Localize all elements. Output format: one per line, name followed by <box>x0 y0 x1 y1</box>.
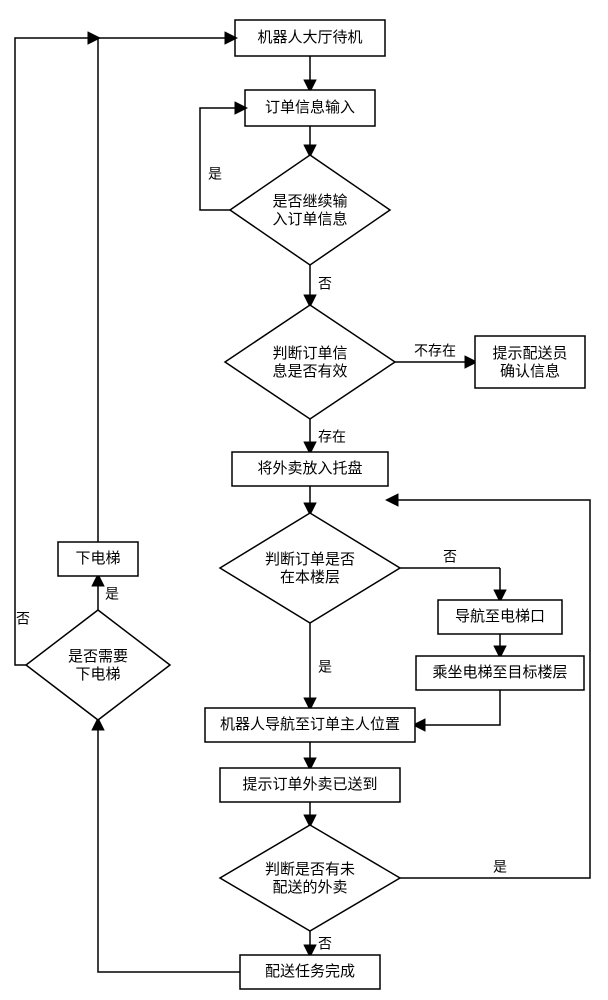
edge-exists: 存在 <box>318 429 346 445</box>
edge-yes-3: 是 <box>493 859 507 875</box>
node-nav-owner-label: 机器人导航至订单主人位置 <box>220 716 400 733</box>
edge-yes-4: 是 <box>105 586 119 602</box>
node-input-label: 订单信息输入 <box>265 99 355 116</box>
decision-need-exit-elevator-l2: 下电梯 <box>75 666 120 683</box>
edge-yes-2: 是 <box>318 659 332 675</box>
decision-same-floor-l2: 在本楼层 <box>280 569 340 586</box>
decision-valid-l2: 息是否有效 <box>272 363 347 380</box>
node-exit-elevator-label: 下电梯 <box>75 550 120 567</box>
decision-need-exit-elevator-l1: 是否需要 <box>68 648 128 665</box>
edge-no-4: 否 <box>16 611 30 627</box>
node-prompt-arrived-label: 提示订单外卖已送到 <box>242 776 377 793</box>
node-task-done-label: 配送任务完成 <box>265 963 355 980</box>
node-ride-elevator-label: 乘坐电梯至目标楼层 <box>432 664 567 681</box>
decision-continue-input-l2: 入订单信息 <box>272 211 347 228</box>
edge-no-2: 否 <box>443 549 457 565</box>
node-place-tray-label: 将外卖放入托盘 <box>257 459 362 477</box>
edge-no-1: 否 <box>318 276 332 292</box>
decision-has-undelivered-l1: 判断是否有未 <box>265 861 355 878</box>
decision-same-floor-l1: 判断订单是否 <box>265 551 355 568</box>
decision-valid-l1: 判断订单信 <box>272 345 347 362</box>
flowchart: 机器人大厅待机 订单信息输入 是否继续输 入订单信息 是 否 判断订单信 息是否… <box>0 0 608 1000</box>
node-prompt-confirm-l2: 确认信息 <box>500 363 560 380</box>
edge-not-exists: 不存在 <box>414 343 456 359</box>
edge-no-3: 否 <box>318 936 332 952</box>
decision-continue-input-l1: 是否继续输 <box>272 193 347 210</box>
node-standby-label: 机器人大厅待机 <box>257 29 362 46</box>
edge-yes-1: 是 <box>208 166 222 182</box>
decision-has-undelivered-l2: 配送的外卖 <box>272 879 347 896</box>
node-nav-elevator-label: 导航至电梯口 <box>455 608 545 625</box>
node-prompt-confirm-l1: 提示配送员 <box>492 345 567 362</box>
